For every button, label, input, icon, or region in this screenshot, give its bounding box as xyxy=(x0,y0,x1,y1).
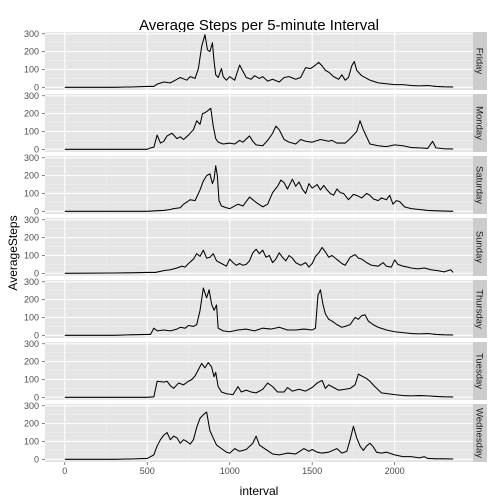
y-tick-label: 200 xyxy=(24,233,39,243)
facet-strip xyxy=(473,94,487,152)
series-line-tuesday xyxy=(64,361,454,398)
x-axis: 0 500 1000 1500 2000 xyxy=(62,462,405,476)
y-tick-label: 100 xyxy=(24,436,39,446)
series-line-wednesday xyxy=(64,411,454,460)
y-axis-title: AverageSteps xyxy=(6,215,20,290)
series-line-thursday xyxy=(64,287,454,336)
y-tick-label: 200 xyxy=(24,109,39,119)
panel-background xyxy=(45,156,473,214)
series-line-friday xyxy=(64,34,454,88)
y-tick-label: 0 xyxy=(34,330,39,340)
facet-strip xyxy=(473,32,487,90)
series-line-saturday xyxy=(64,165,454,212)
y-tick-label: 100 xyxy=(24,374,39,384)
panel-background xyxy=(45,404,473,462)
facet-panel-wednesday: 0 100 200 300 Wednesday xyxy=(24,401,487,464)
panel-background xyxy=(45,218,473,276)
facet-strip-label: Sunday xyxy=(474,231,485,263)
chart-title: Average Steps per 5-minute Interval xyxy=(139,17,379,34)
y-tick-label: 0 xyxy=(34,82,39,92)
y-tick-label: 300 xyxy=(24,153,39,163)
y-tick-label: 100 xyxy=(24,312,39,322)
y-tick-label: 300 xyxy=(24,29,39,39)
facet-panel-tuesday: 0 100 200 300 Tuesday xyxy=(24,339,487,402)
y-tick-label: 0 xyxy=(34,206,39,216)
facet-strip xyxy=(473,280,487,338)
y-tick-label: 300 xyxy=(24,277,39,287)
y-tick-label: 300 xyxy=(24,339,39,349)
y-tick-label: 300 xyxy=(24,401,39,411)
y-tick-label: 300 xyxy=(24,215,39,225)
facet-strip xyxy=(473,156,487,214)
facet-strip-label: Wednesday xyxy=(474,408,485,458)
facet-strip-label: Thursday xyxy=(474,289,485,329)
facet-strip xyxy=(473,218,487,276)
y-tick-label: 0 xyxy=(34,268,39,278)
y-tick-label: 100 xyxy=(24,188,39,198)
panel-background xyxy=(45,342,473,400)
y-tick-label: 200 xyxy=(24,47,39,57)
x-tick-label: 0 xyxy=(62,466,67,476)
y-tick-label: 200 xyxy=(24,295,39,305)
facet-panel-friday: 0 100 200 300 Friday xyxy=(24,29,487,92)
panel-background xyxy=(45,94,473,152)
facet-strip-label: Tuesday xyxy=(474,353,485,389)
x-tick-label: 2000 xyxy=(385,466,405,476)
x-tick-label: 1500 xyxy=(302,466,322,476)
y-tick-label: 0 xyxy=(34,144,39,154)
facet-strip xyxy=(473,342,487,400)
facet-panel-thursday: 0 100 200 300 Thursday xyxy=(24,277,487,340)
facet-panel-sunday: 0 100 200 300 Sunday xyxy=(24,215,487,278)
facet-panel-monday: 0 100 200 300 Monday xyxy=(24,91,487,154)
panel-background xyxy=(45,280,473,338)
facet-strip xyxy=(473,404,487,462)
y-tick-label: 100 xyxy=(24,250,39,260)
y-tick-label: 0 xyxy=(34,392,39,402)
panel-background xyxy=(45,32,473,90)
y-tick-label: 300 xyxy=(24,91,39,101)
y-tick-label: 200 xyxy=(24,357,39,367)
facet-strip-label: Saturday xyxy=(474,166,485,204)
facet-panel-saturday: 0 100 200 300 Saturday xyxy=(24,153,487,216)
series-line-monday xyxy=(64,107,454,150)
x-tick-label: 1000 xyxy=(220,466,240,476)
facet-strip-label: Friday xyxy=(474,48,485,75)
y-tick-label: 0 xyxy=(34,454,39,464)
y-tick-label: 100 xyxy=(24,64,39,74)
y-tick-label: 200 xyxy=(24,171,39,181)
y-tick-label: 200 xyxy=(24,419,39,429)
series-line-sunday xyxy=(64,246,454,274)
x-tick-label: 500 xyxy=(140,466,155,476)
x-axis-title: interval xyxy=(240,484,279,498)
facet-strip-label: Monday xyxy=(474,106,485,140)
facet-panels: 0 100 200 300 Friday 0 100 200 300 Monday 0 100 200 3… xyxy=(24,29,487,464)
y-tick-label: 100 xyxy=(24,126,39,136)
